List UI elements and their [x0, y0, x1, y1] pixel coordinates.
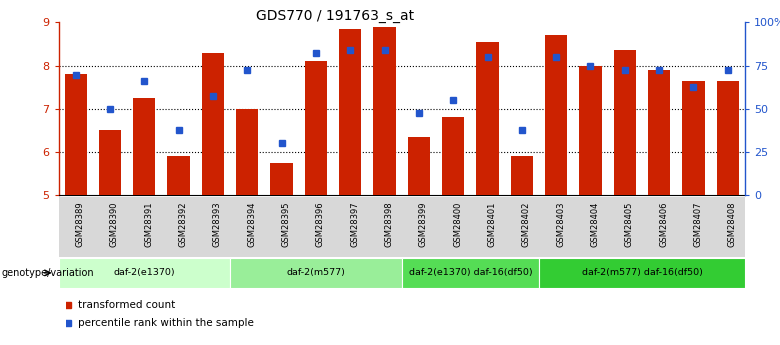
Bar	[168, 156, 190, 195]
Text: GSM28400: GSM28400	[453, 201, 463, 247]
Text: transformed count: transformed count	[78, 300, 176, 310]
Bar	[271, 162, 292, 195]
Text: GSM28401: GSM28401	[488, 201, 497, 247]
Text: GSM28394: GSM28394	[247, 201, 257, 247]
Bar	[511, 156, 533, 195]
Text: daf-2(e1370): daf-2(e1370)	[113, 268, 176, 277]
Bar	[539, 258, 745, 288]
Text: daf-2(m577): daf-2(m577)	[286, 268, 346, 277]
Bar	[682, 81, 704, 195]
Bar	[230, 258, 402, 288]
Text: GSM28397: GSM28397	[350, 201, 360, 247]
Text: GSM28406: GSM28406	[659, 201, 668, 247]
Text: GSM28395: GSM28395	[282, 201, 291, 247]
Text: GSM28402: GSM28402	[522, 201, 531, 247]
Text: GSM28403: GSM28403	[556, 201, 566, 247]
Bar	[99, 130, 121, 195]
Bar	[65, 74, 87, 195]
Bar	[236, 109, 258, 195]
Text: GSM28393: GSM28393	[213, 201, 222, 247]
Text: percentile rank within the sample: percentile rank within the sample	[78, 318, 254, 327]
Text: GSM28392: GSM28392	[179, 201, 188, 247]
Bar	[402, 258, 539, 288]
Bar	[648, 70, 670, 195]
Bar	[442, 117, 464, 195]
Text: GSM28399: GSM28399	[419, 201, 428, 247]
Text: GSM28408: GSM28408	[728, 201, 737, 247]
Text: GSM28398: GSM28398	[385, 201, 394, 247]
Text: GSM28391: GSM28391	[144, 201, 154, 247]
Text: daf-2(e1370) daf-16(df50): daf-2(e1370) daf-16(df50)	[409, 268, 532, 277]
Bar	[58, 258, 230, 288]
Text: GDS770 / 191763_s_at: GDS770 / 191763_s_at	[257, 9, 414, 23]
Text: daf-2(m577) daf-16(df50): daf-2(m577) daf-16(df50)	[582, 268, 702, 277]
Text: GSM28389: GSM28389	[76, 201, 85, 247]
Bar	[202, 52, 224, 195]
Text: GSM28407: GSM28407	[693, 201, 703, 247]
Bar	[408, 137, 430, 195]
Bar	[614, 50, 636, 195]
Bar	[339, 29, 361, 195]
Bar	[305, 61, 327, 195]
Text: GSM28405: GSM28405	[625, 201, 634, 247]
Text: GSM28404: GSM28404	[590, 201, 600, 247]
Text: GSM28390: GSM28390	[110, 201, 119, 247]
Bar	[133, 98, 155, 195]
Bar	[545, 35, 567, 195]
Text: genotype/variation: genotype/variation	[2, 268, 94, 278]
Bar	[374, 27, 395, 195]
Text: GSM28396: GSM28396	[316, 201, 325, 247]
Bar	[717, 81, 739, 195]
Bar	[580, 66, 601, 195]
Bar	[477, 42, 498, 195]
